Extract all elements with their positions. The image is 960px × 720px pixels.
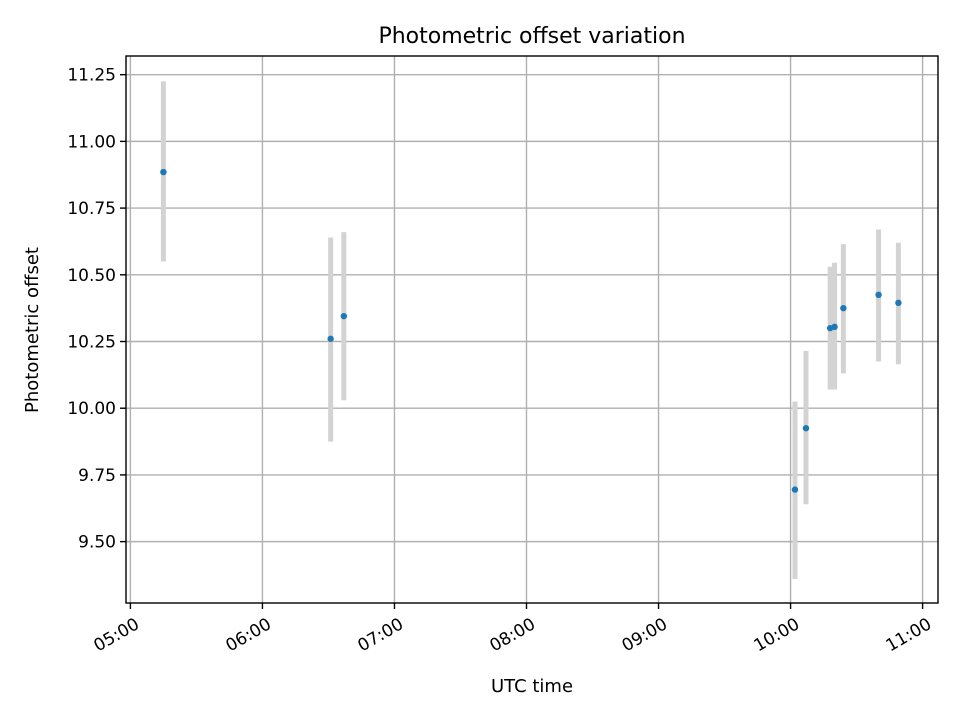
x-tick-label: 10:00 [751,614,803,656]
y-axis-label: Photometric offset [22,247,43,413]
y-tick-label: 10.00 [67,399,116,419]
grid [126,56,938,603]
data-point [340,312,348,320]
data-point [791,486,799,493]
plot-frame [125,55,939,604]
data-point [840,304,847,312]
y-tick-label: 9.50 [78,533,116,553]
y-axis: 9.50 9.75 10.00 10.25 10.50 10.75 11.00 11.25 [67,66,126,553]
y-tick-label: 9.75 [78,466,116,486]
data-point [831,323,838,331]
x-tick-label: 09:00 [619,614,671,656]
y-tick-label: 10.25 [67,333,116,353]
y-tick-label: 10.50 [67,266,116,286]
error-bars [160,81,901,579]
x-tick-label: 11:00 [883,614,935,656]
chart-title: Photometric offset variation [378,24,685,49]
data-point [895,299,902,307]
y-tick-label: 11.25 [67,66,116,86]
x-axis: 05:00 06:00 07:00 08:00 09:00 10:00 11:00 [90,603,935,656]
data-point [875,291,882,299]
x-tick-label: 06:00 [222,614,274,656]
data-points [160,168,902,493]
y-tick-label: 11.00 [67,132,116,152]
x-tick-label: 05:00 [90,614,142,656]
data-point [327,335,334,343]
y-tick-label: 10.75 [67,199,116,219]
data-point [160,168,167,176]
x-axis-label: UTC time [491,676,573,697]
data-point [802,425,810,432]
x-tick-label: 07:00 [355,614,407,656]
x-tick-label: 08:00 [487,614,539,656]
